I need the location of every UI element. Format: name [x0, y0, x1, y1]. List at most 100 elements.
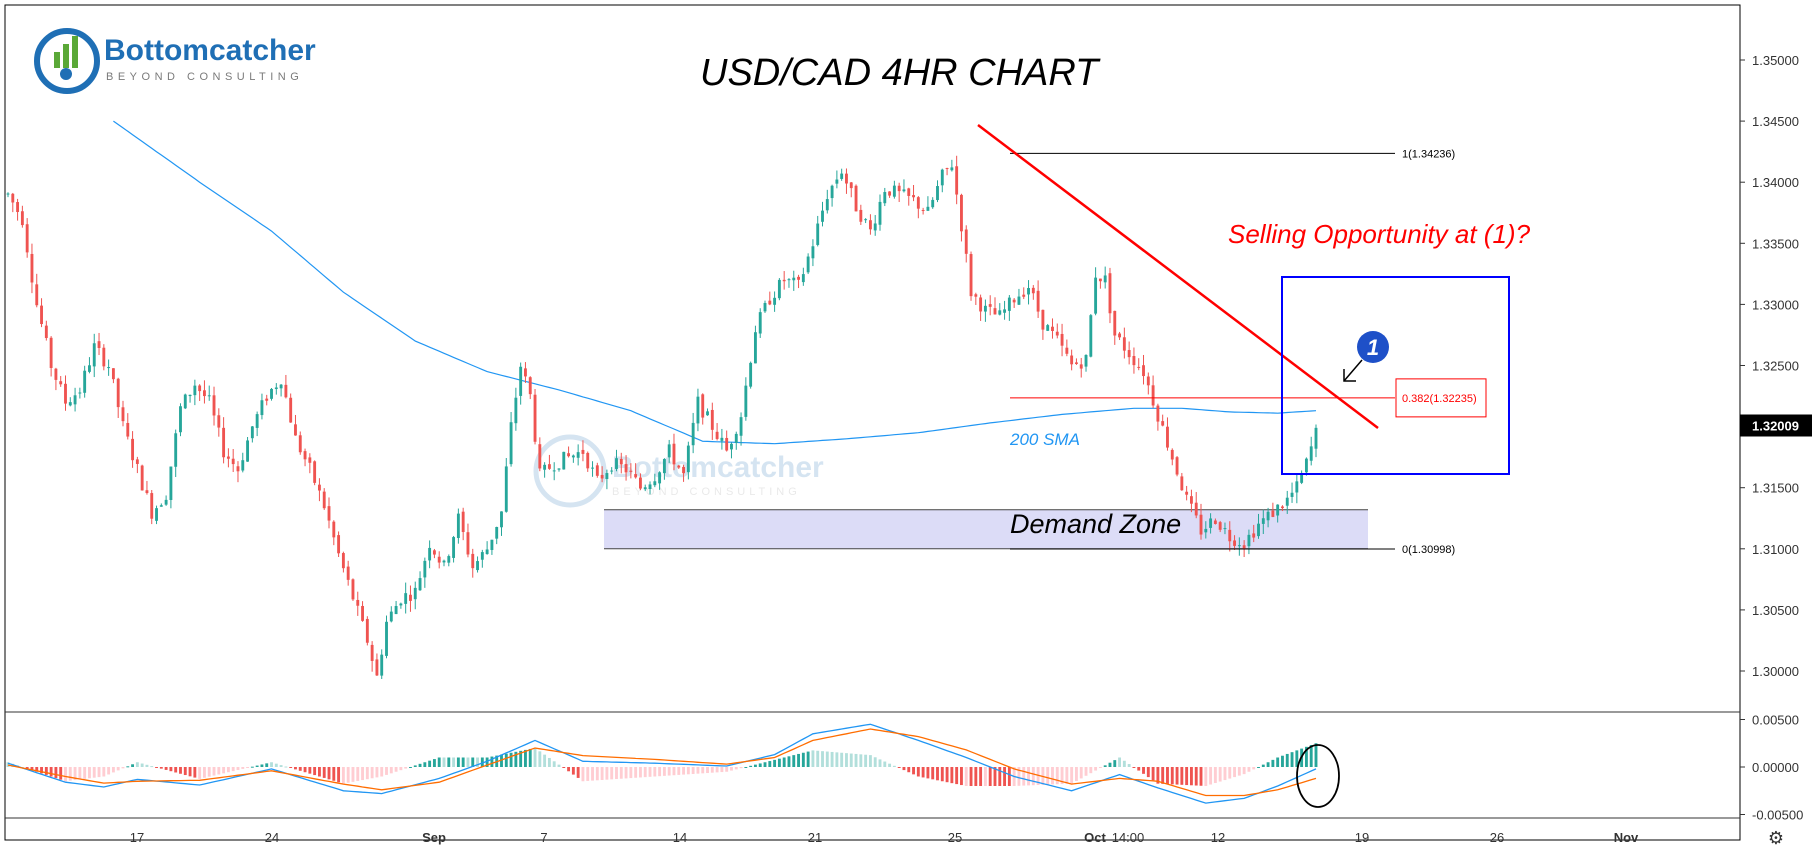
candle [1003, 300, 1007, 320]
candle [936, 180, 939, 203]
candle [1075, 358, 1078, 365]
candle [126, 413, 130, 440]
macd-histogram-bar [126, 766, 130, 768]
demand-zone-box [604, 509, 1368, 549]
candle-body [289, 397, 293, 423]
candle-body [936, 186, 939, 201]
candle [1185, 485, 1189, 501]
candle [111, 368, 115, 384]
candle [1290, 482, 1294, 503]
candle-body [538, 444, 542, 469]
candle-body [682, 466, 685, 474]
price-axis[interactable]: 1.35000 1.34500 1.34000 1.33500 1.33000 1.325… [1740, 53, 1812, 679]
candle-body [495, 527, 499, 539]
candle [849, 182, 853, 198]
macd-histogram-bar [916, 767, 920, 777]
macd-histogram-bar [629, 767, 633, 779]
candle-body [662, 459, 666, 474]
candle [413, 581, 417, 610]
candle-body [854, 185, 858, 212]
macd-histogram-bar [686, 767, 690, 775]
candle [1012, 298, 1016, 308]
candle-body [845, 173, 848, 184]
macd-histogram-bar [1084, 767, 1088, 776]
candle [1213, 518, 1217, 525]
candle-body [442, 560, 446, 563]
candle-body [974, 294, 978, 297]
current-price-label: 1.32009 [1752, 419, 1799, 434]
watermark-text: Bottomcatcher [612, 451, 824, 484]
macd-histogram-bar [1295, 750, 1299, 767]
candle [231, 449, 235, 473]
candle [940, 168, 944, 193]
candle [1098, 278, 1102, 289]
macd-histogram-bar [701, 767, 705, 774]
candle-body [250, 426, 254, 439]
candle-body [777, 279, 781, 299]
candle [1285, 490, 1289, 514]
candle [619, 452, 623, 474]
macd-histogram-bar [610, 767, 614, 780]
candle [313, 460, 317, 486]
candle [672, 433, 676, 471]
candle-body [806, 256, 810, 273]
candle-body [921, 210, 925, 212]
candle [284, 374, 288, 399]
candle-body [1055, 331, 1059, 336]
macd-histogram-bar [270, 762, 273, 767]
time-tick-label: 19 [1355, 830, 1369, 845]
candle [552, 462, 556, 481]
candle-body [68, 402, 72, 406]
candle-body [1161, 421, 1165, 426]
candle [897, 182, 901, 202]
bottomcatcher-logo: Bottomcatcher BEYOND CONSULTING [34, 28, 316, 94]
candle [1170, 448, 1174, 466]
macd-histogram-bar [993, 767, 997, 786]
macd-histogram-bar [945, 767, 949, 783]
macd-histogram-bar [504, 753, 508, 767]
candle-body [1276, 504, 1280, 516]
candle [557, 468, 561, 472]
candle-body [476, 561, 479, 571]
candle-body [1175, 457, 1179, 475]
candle [916, 196, 920, 219]
candle [1065, 339, 1069, 357]
macd-histogram-bar [763, 762, 767, 767]
time-axis[interactable]: 17 24 Sep 7 14 21 25 Oct 14:00 12 19 26 Nov [130, 830, 1639, 845]
candle-body [840, 173, 844, 179]
candle-body [849, 182, 853, 189]
candle [179, 403, 182, 437]
macd-histogram-bar [241, 767, 245, 769]
candle-body [255, 414, 259, 428]
macd-histogram-bar [1199, 767, 1203, 786]
candle [97, 332, 101, 356]
candle [409, 585, 412, 612]
candle [792, 270, 796, 291]
macd-histogram-bar [327, 767, 331, 780]
candle-body [121, 407, 125, 422]
macd-histogram-bar [73, 767, 77, 781]
candle-body [231, 458, 235, 465]
macd-histogram-bar [317, 767, 321, 777]
candle-body [1065, 347, 1069, 354]
macd-histogram-bar [64, 767, 67, 782]
candle-body [912, 195, 915, 198]
candle-body [1247, 534, 1251, 547]
candle-body [811, 246, 815, 259]
candle-body [40, 305, 43, 325]
candle-body [720, 437, 724, 441]
macd-histogram-bar [121, 767, 125, 769]
candle-body [1079, 364, 1083, 369]
candle-body [59, 381, 63, 385]
macd-histogram-bar [1003, 767, 1007, 786]
macd-histogram-bar [821, 751, 824, 767]
candle-body [1300, 473, 1304, 483]
candle-body [792, 277, 796, 281]
candle-body [346, 566, 350, 580]
settings-gear-icon[interactable]: ⚙ [1767, 828, 1785, 849]
macd-histogram-bar [284, 766, 288, 768]
macd-histogram-bar [274, 763, 278, 767]
macd-histogram-bar [710, 767, 714, 773]
